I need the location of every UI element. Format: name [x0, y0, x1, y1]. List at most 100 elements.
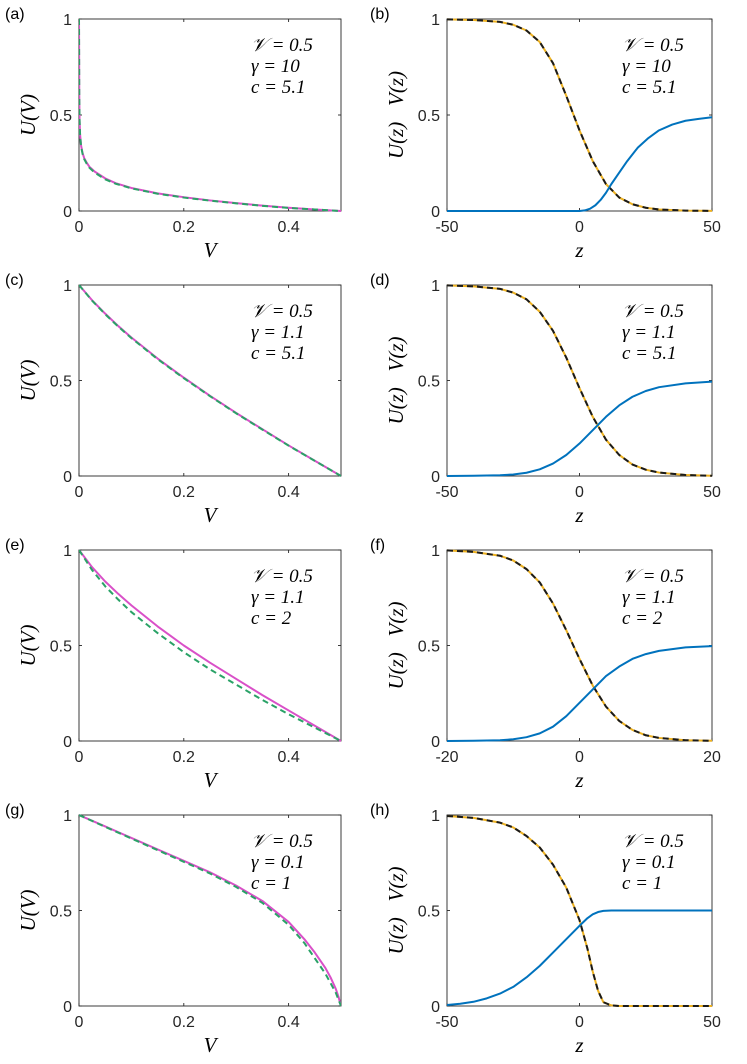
y-axis-label: U(z) V(z): [384, 336, 408, 424]
parameter-annotation: c = 1: [251, 873, 291, 894]
x-tick-label: 50: [703, 484, 721, 501]
y-tick-label: 1: [431, 12, 440, 29]
y-tick-label: 0: [431, 999, 440, 1016]
panel-label: (h): [370, 802, 390, 819]
x-tick-label: 0.4: [277, 1014, 299, 1031]
series-line-blue: [447, 380, 712, 477]
parameter-annotation: 𝒱 = 0.5: [251, 301, 313, 322]
series-line-black-dashed: [447, 549, 712, 742]
y-axis-label: U(V): [16, 890, 40, 932]
panel-c: 0 0.2 0.4 0 0.5 1 V U(V) 𝒱 = 0.5γ = 1.1c = 5.1 (c…: [5, 272, 342, 527]
parameter-annotation: γ = 1.1: [622, 587, 676, 608]
parameter-annotation: 𝒱 = 0.5: [251, 566, 313, 587]
series-line-black-dashed: [447, 814, 712, 1007]
x-tick-label: -50: [435, 484, 458, 501]
y-axis-label: U(V): [16, 625, 40, 667]
x-tick-label: 0.2: [173, 219, 195, 236]
x-tick-label: -50: [435, 219, 458, 236]
panel-label: (f): [370, 537, 385, 554]
x-axis-label: V: [204, 1033, 219, 1057]
x-tick-label: 0.4: [277, 484, 299, 501]
x-tick-label: 0: [75, 1014, 84, 1031]
y-tick-label: 1: [63, 543, 72, 560]
y-axis-label: U(z) V(z): [384, 866, 408, 954]
parameter-annotation: γ = 10: [251, 56, 300, 77]
panel-label: (g): [5, 802, 25, 819]
y-tick-label: 1: [63, 808, 72, 825]
x-tick-label: 0.4: [277, 219, 299, 236]
y-tick-label: 0.5: [418, 374, 440, 391]
y-tick-label: 1: [63, 278, 72, 295]
y-tick-label: 0.5: [418, 108, 440, 125]
x-tick-label: 0.2: [173, 1014, 195, 1031]
parameter-annotation: c = 5.1: [622, 343, 677, 364]
x-axis-label: V: [204, 768, 219, 792]
parameter-annotation: c = 5.1: [622, 77, 677, 98]
panel-label: (b): [370, 6, 390, 23]
panel-label: (e): [5, 537, 25, 554]
x-axis-label: z: [574, 768, 583, 792]
y-tick-label: 1: [63, 12, 72, 29]
x-tick-label: 50: [703, 219, 721, 236]
parameter-annotation: 𝒱 = 0.5: [251, 831, 313, 852]
y-tick-label: 0.5: [50, 904, 72, 921]
parameter-annotation: c = 5.1: [251, 77, 306, 98]
y-tick-label: 0: [431, 734, 440, 751]
y-tick-label: 1: [431, 808, 440, 825]
y-tick-label: 0: [431, 469, 440, 486]
series-line-green-dashed: [79, 284, 341, 477]
parameter-annotation: 𝒱 = 0.5: [622, 35, 684, 56]
y-tick-label: 0: [63, 469, 72, 486]
parameter-annotation: c = 2: [622, 608, 663, 629]
series-line-green-dashed: [79, 18, 341, 212]
y-tick-label: 0: [431, 204, 440, 221]
series-line-green-dashed: [79, 814, 341, 1007]
y-axis-label: U(z) V(z): [384, 71, 408, 159]
y-tick-label: 0: [63, 999, 72, 1016]
parameter-annotation: γ = 1.1: [251, 322, 305, 343]
parameter-annotation: 𝒱 = 0.5: [622, 566, 684, 587]
y-tick-label: 0: [63, 734, 72, 751]
x-tick-label: 0: [75, 219, 84, 236]
y-tick-label: 0.5: [50, 108, 72, 125]
series-line-blue: [447, 116, 712, 212]
parameter-annotation: 𝒱 = 0.5: [251, 35, 313, 56]
x-tick-label: 0: [575, 219, 584, 236]
x-tick-label: 50: [703, 1014, 721, 1031]
y-tick-label: 0: [63, 204, 72, 221]
series-line-green-dashed: [79, 549, 341, 742]
y-tick-label: 0.5: [418, 904, 440, 921]
panel-g: 0 0.2 0.4 0 0.5 1 V U(V) 𝒱 = 0.5γ = 0.1c = 1 (g): [5, 802, 342, 1057]
x-tick-label: 0: [75, 484, 84, 501]
parameter-annotation: 𝒱 = 0.5: [622, 831, 684, 852]
panel-e: 0 0.2 0.4 0 0.5 1 V U(V) 𝒱 = 0.5γ = 1.1c = 2 (e): [5, 537, 342, 792]
x-tick-label: 0.4: [277, 749, 299, 766]
panel-label: (d): [370, 272, 390, 289]
x-tick-label: 0: [75, 749, 84, 766]
x-tick-label: -20: [435, 749, 458, 766]
parameter-annotation: γ = 10: [622, 56, 671, 77]
x-tick-label: 0: [575, 1014, 584, 1031]
parameter-annotation: c = 5.1: [251, 343, 306, 364]
x-axis-label: z: [574, 503, 583, 527]
series-line-black-dashed: [447, 284, 712, 477]
x-axis-label: z: [574, 238, 583, 262]
y-tick-label: 0.5: [418, 639, 440, 656]
y-tick-label: 1: [431, 278, 440, 295]
y-tick-label: 1: [431, 543, 440, 560]
y-axis-label: U(V): [16, 94, 40, 136]
x-tick-label: 0: [575, 484, 584, 501]
parameter-annotation: c = 1: [622, 873, 662, 894]
x-tick-label: 0.2: [173, 749, 195, 766]
parameter-annotation: γ = 0.1: [251, 852, 305, 873]
series-line-magenta: [79, 549, 341, 742]
x-axis-label: z: [574, 1033, 583, 1057]
x-axis-label: V: [204, 503, 219, 527]
parameter-annotation: γ = 0.1: [622, 852, 676, 873]
panel-label: (a): [5, 6, 25, 23]
